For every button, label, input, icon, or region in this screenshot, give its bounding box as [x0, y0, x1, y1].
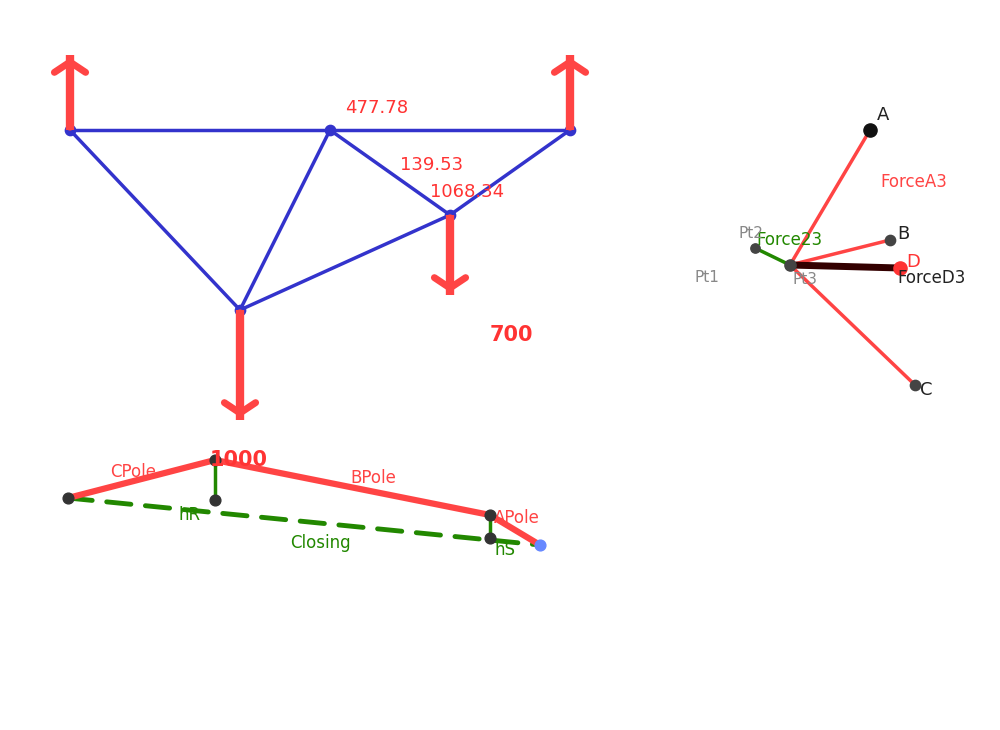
Text: D: D	[906, 253, 920, 271]
Text: APole: APole	[494, 509, 540, 527]
Text: A: A	[877, 106, 889, 124]
Point	[782, 259, 798, 271]
Text: 477.78: 477.78	[345, 99, 408, 117]
Point	[207, 454, 223, 466]
Point	[482, 509, 498, 520]
Text: Pt3: Pt3	[793, 272, 818, 288]
Text: 700: 700	[490, 325, 534, 345]
Point	[907, 379, 923, 391]
Point	[882, 234, 898, 246]
Point	[232, 304, 248, 316]
Text: 1000: 1000	[210, 450, 268, 470]
Point	[62, 124, 78, 136]
Text: ForceA3: ForceA3	[880, 173, 947, 191]
Text: hS: hS	[494, 541, 515, 559]
Point	[862, 124, 878, 136]
Point	[532, 539, 548, 551]
Point	[207, 494, 223, 506]
Text: Pt2: Pt2	[738, 226, 763, 242]
Point	[482, 532, 498, 544]
Text: Closing: Closing	[290, 534, 351, 552]
Point	[322, 124, 338, 136]
Text: 139.53: 139.53	[400, 156, 463, 174]
Point	[60, 492, 76, 504]
Point	[442, 210, 458, 221]
Text: Force23: Force23	[756, 231, 822, 249]
Text: BPole: BPole	[350, 469, 396, 487]
Text: hR: hR	[178, 506, 200, 524]
Text: B: B	[897, 225, 909, 243]
Text: ForceD3: ForceD3	[897, 269, 965, 287]
Point	[562, 124, 578, 136]
Text: C: C	[920, 381, 932, 399]
Point	[892, 262, 908, 274]
Text: Pt1: Pt1	[695, 271, 720, 285]
Text: CPole: CPole	[110, 463, 156, 481]
Point	[747, 242, 763, 254]
Text: 1068.34: 1068.34	[430, 183, 504, 201]
